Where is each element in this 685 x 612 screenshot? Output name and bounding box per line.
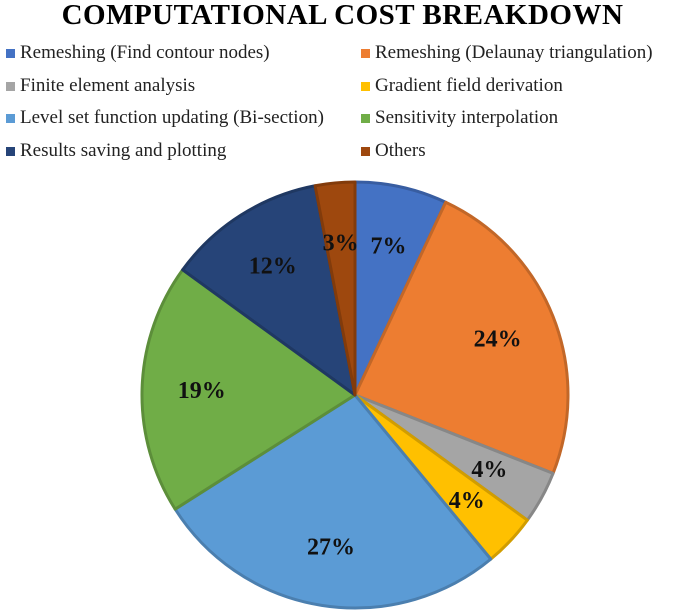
chart-legend: Remeshing (Find contour nodes) Remeshing… [6, 42, 685, 172]
pie-slice [181, 184, 357, 397]
slice-data-label: 12% [249, 254, 297, 280]
legend-swatch [6, 146, 15, 156]
legend-label: Remeshing (Delaunay triangulation) [375, 42, 653, 63]
legend-label: Sensitivity interpolation [375, 107, 559, 128]
legend-label: Gradient field derivation [375, 75, 563, 96]
legend-item-finite-element-analysis: Finite element analysis [6, 75, 195, 97]
legend-item-gradient-field-derivation: Gradient field derivation [361, 75, 563, 97]
legend-item-find-contour-nodes: Remeshing (Find contour nodes) [6, 42, 270, 64]
legend-item-delaunay-triangulation: Remeshing (Delaunay triangulation) [361, 42, 653, 64]
legend-item-level-set-updating: Level set function updating (Bi-section) [6, 107, 324, 129]
legend-label: Finite element analysis [20, 75, 196, 96]
legend-item-sensitivity-interpolation: Sensitivity interpolation [361, 107, 558, 129]
legend-item-results-saving: Results saving and plotting [6, 140, 226, 162]
pie-slice [313, 180, 357, 397]
legend-item-others: Others [361, 140, 426, 162]
legend-label: Others [375, 140, 426, 161]
slice-data-label: 24% [474, 327, 522, 353]
slice-data-label: 4% [449, 488, 485, 514]
chart-title: COMPUTATIONAL COST BREAKDOWN [61, 0, 624, 31]
legend-swatch [361, 113, 370, 123]
legend-label: Remeshing (Find contour nodes) [20, 42, 270, 63]
legend-swatch [361, 146, 370, 156]
pie-slice [140, 268, 357, 511]
legend-label: Level set function updating (Bi-section) [20, 107, 324, 128]
slice-data-label: 4% [471, 457, 507, 483]
slice-data-label: 27% [307, 535, 355, 561]
legend-label: Results saving and plotting [20, 140, 227, 161]
pie-slice [353, 200, 570, 475]
legend-swatch [361, 48, 370, 58]
legend-swatch [6, 81, 15, 91]
legend-swatch [6, 48, 15, 58]
pie-slice [173, 393, 493, 610]
slice-data-label: 7% [371, 233, 407, 259]
legend-swatch [361, 81, 370, 91]
legend-swatch [6, 113, 15, 123]
slice-data-label: 19% [178, 378, 226, 404]
slice-data-label: 3% [323, 230, 359, 256]
